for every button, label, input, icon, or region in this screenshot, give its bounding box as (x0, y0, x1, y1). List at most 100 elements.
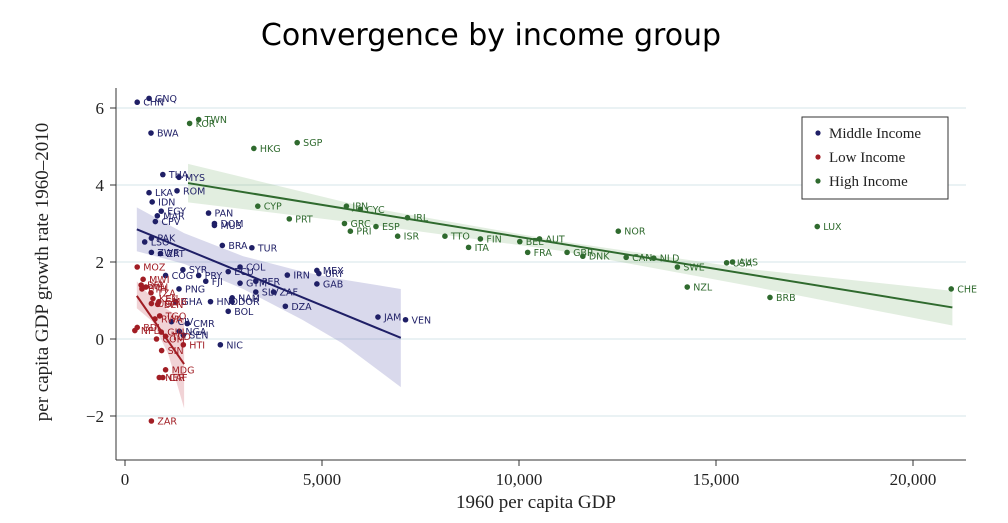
low-point-hti (180, 341, 187, 348)
legend-marker-low (815, 154, 821, 160)
point-label-mus: MUS (220, 221, 241, 232)
point-label-pak: PAK (157, 234, 176, 245)
point-label-ecu: ECU (234, 267, 254, 278)
point-label-tza: TZA (156, 288, 176, 299)
middle-point-chn (134, 99, 141, 106)
point-label-aut: AUT (545, 234, 564, 245)
low-point-mdg (162, 367, 169, 373)
point-label-cpv: CPV (161, 217, 180, 228)
high-point-che (948, 286, 955, 292)
y-tick-label: 2 (96, 253, 105, 272)
x-tick-label: 20,000 (890, 470, 937, 489)
high-point-bel (516, 238, 523, 245)
point-label-gin: GIN (167, 328, 184, 339)
point-label-tcd: TCD (171, 332, 191, 343)
point-label-lso: LSO (151, 237, 170, 248)
point-label-che: CHE (957, 284, 977, 295)
high-point-isr (394, 233, 401, 240)
high-point-sgp (294, 139, 300, 146)
point-label-kor: KOR (196, 119, 216, 130)
middle-point-ven (402, 316, 409, 323)
point-label-rwa: RWA (161, 314, 183, 325)
high-point-gbr (564, 249, 570, 256)
point-label-fji: FJI (212, 277, 223, 288)
point-label-gbr: GBR (573, 248, 594, 259)
high-point-can (623, 254, 629, 261)
middle-point-pak (148, 235, 155, 241)
point-label-fra: FRA (534, 248, 553, 259)
point-label-mli: MLI (152, 283, 168, 294)
point-label-ita: ITA (475, 243, 490, 254)
legend-marker-high (815, 178, 821, 184)
low-point-tcd (162, 333, 169, 340)
low-point-mwi (140, 276, 146, 283)
legend: Middle Income Low Income High Income (801, 116, 949, 200)
middle-point-idn (149, 199, 155, 205)
point-label-bel: BEL (526, 237, 545, 248)
point-label-cyp: CYP (264, 202, 282, 213)
high-point-dnk (580, 253, 586, 260)
middle-point-irn (284, 272, 291, 278)
middle-point-rom (174, 187, 180, 194)
high-point-tto (442, 233, 448, 240)
point-label-ven: VEN (412, 315, 432, 326)
point-label-jam: JAM (383, 313, 401, 324)
middle-point-gha (172, 298, 179, 305)
middle-point-pan (205, 210, 212, 216)
middle-point-per (253, 278, 259, 285)
low-point-tza (148, 290, 154, 296)
point-label-esp: ESP (382, 222, 400, 233)
point-label-gtm: GTM (246, 279, 267, 290)
x-tick-label: 0 (121, 470, 130, 489)
middle-point-fji (202, 278, 209, 285)
high-point-aus (729, 259, 736, 265)
point-label-cyc: CYC (366, 205, 385, 216)
middle-point-pry (195, 272, 202, 279)
point-label-hti: HTI (189, 340, 205, 351)
middle-point-gnq (146, 95, 152, 102)
point-label-dnk: DNK (589, 252, 610, 263)
legend-marker-middle (815, 130, 821, 136)
point-label-caf: CAF (169, 373, 188, 384)
low-point-gin (158, 329, 165, 335)
middle-point-sen (180, 332, 187, 338)
middle-point-egy (158, 208, 165, 214)
point-label-zwe: ZWE (157, 248, 179, 259)
point-label-pry: PRY (205, 271, 223, 282)
point-label-pan: PAN (215, 209, 234, 220)
middle-point-ury (316, 270, 322, 277)
middle-point-zwe (148, 249, 155, 256)
point-label-syr: SYR (189, 265, 208, 276)
y-tick-label: 6 (96, 99, 105, 118)
low-point-tgo (156, 313, 163, 319)
point-label-gnq: GNQ (155, 94, 177, 105)
point-label-irn: IRN (293, 271, 310, 282)
y-tick-label: 4 (96, 176, 105, 195)
high-point-fin (477, 236, 484, 242)
point-label-bdi: BDI (143, 323, 160, 334)
legend-label-low: Low Income (829, 150, 906, 166)
middle-point-mus (211, 222, 218, 229)
high-point-usa (723, 259, 730, 266)
middle-point-tur (249, 244, 255, 251)
point-label-brb: BRB (776, 293, 796, 304)
point-label-usa: USA (733, 258, 753, 269)
point-label-chn: CHN (143, 98, 164, 109)
point-label-gmb: GMB (165, 297, 187, 308)
point-label-per: PER (262, 277, 281, 288)
middle-point-hnd (207, 298, 214, 305)
point-label-bwa: BWA (157, 129, 179, 140)
point-label-tgo: TGO (165, 311, 187, 322)
point-label-dor: DOR (238, 297, 260, 308)
x-axis-label: 1960 per capita GDP (456, 492, 616, 513)
high-point-nor (615, 228, 622, 234)
middle-point-dor (229, 298, 235, 305)
point-label-gab: GAB (323, 279, 343, 290)
point-label-sgp: SGP (303, 138, 322, 149)
point-label-npl: NPL (141, 326, 160, 337)
high-point-esp (373, 223, 379, 230)
point-label-zrt: ZRT (166, 249, 184, 260)
y-tick-label: 0 (96, 330, 105, 349)
low-point-ken (150, 295, 156, 302)
point-label-pri: PRI (356, 227, 371, 238)
